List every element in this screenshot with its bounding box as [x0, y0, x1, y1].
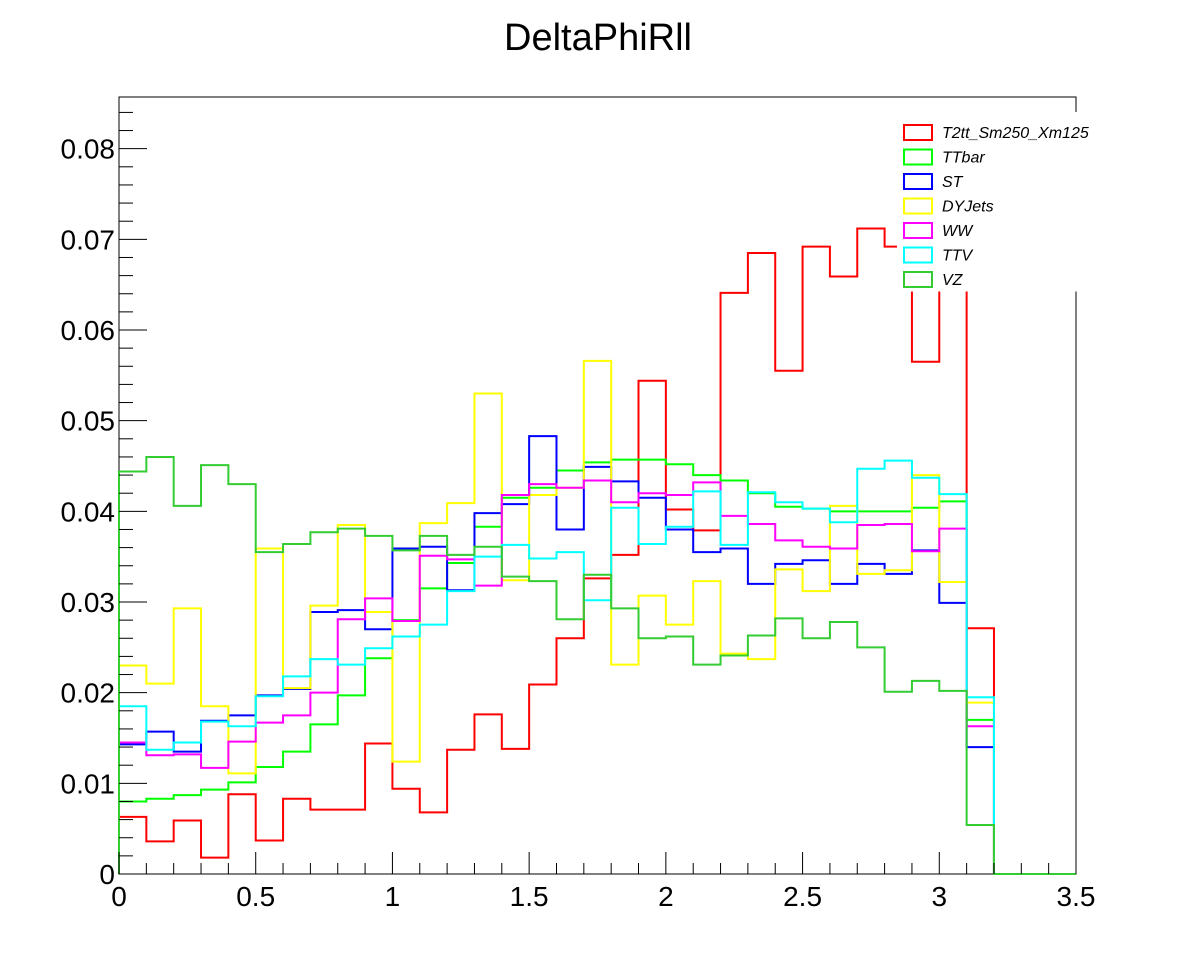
x-tick-label: 3 [931, 881, 947, 912]
x-tick-label: 2.5 [783, 881, 822, 912]
legend-swatch [903, 271, 933, 288]
legend-label: VZ [942, 272, 964, 289]
y-tick-label: 0.03 [61, 587, 116, 618]
legend-label: ST [942, 174, 964, 191]
x-tick-label: 2 [658, 881, 674, 912]
legend-swatch [903, 148, 933, 166]
y-tick-label: 0.02 [61, 678, 116, 709]
y-tick-label: 0.07 [61, 224, 116, 255]
legend-swatch [903, 222, 933, 239]
series-line-ttv [118, 459, 1076, 875]
x-tick-label: 0.5 [236, 881, 275, 912]
y-tick-label: 0.05 [61, 406, 116, 437]
legend-label: TTbar [942, 150, 985, 167]
legend-swatch [903, 197, 933, 215]
x-tick-label: 1.5 [510, 881, 549, 912]
x-tick-label: 0 [111, 881, 127, 912]
y-tick-label: 0.08 [61, 134, 116, 165]
y-tick-label: 0.04 [61, 496, 116, 527]
legend-label: T2tt_Sm250_Xm125 [942, 125, 1089, 142]
series-group [118, 165, 1076, 875]
axes-group: 0 0.5 1 1.5 2 2.5 3 3.5 0 0.01 0.02 0.03 0.04 0.05 0.0… [61, 111, 1096, 912]
x-tick-label: 3.5 [1057, 881, 1096, 912]
y-tick-label: 0 [99, 859, 115, 890]
legend-swatch [903, 246, 933, 264]
legend-swatch [903, 124, 933, 141]
x-tick-label: 1 [385, 881, 401, 912]
legend-label: WW [942, 223, 974, 240]
legend-label: TTV [942, 248, 974, 265]
series-line-ww [118, 479, 1076, 875]
y-tick-label: 0.06 [61, 315, 116, 346]
chart-title: DeltaPhiRll [504, 17, 692, 59]
legend-swatch [903, 173, 933, 190]
legend-label: DYJets [942, 199, 994, 216]
series-line-vz [118, 455, 1076, 875]
y-tick-label: 0.01 [61, 768, 116, 799]
legend: T2tt_Sm250_Xm125 TTbar ST DYJets WW TTV VZ [897, 112, 1103, 292]
